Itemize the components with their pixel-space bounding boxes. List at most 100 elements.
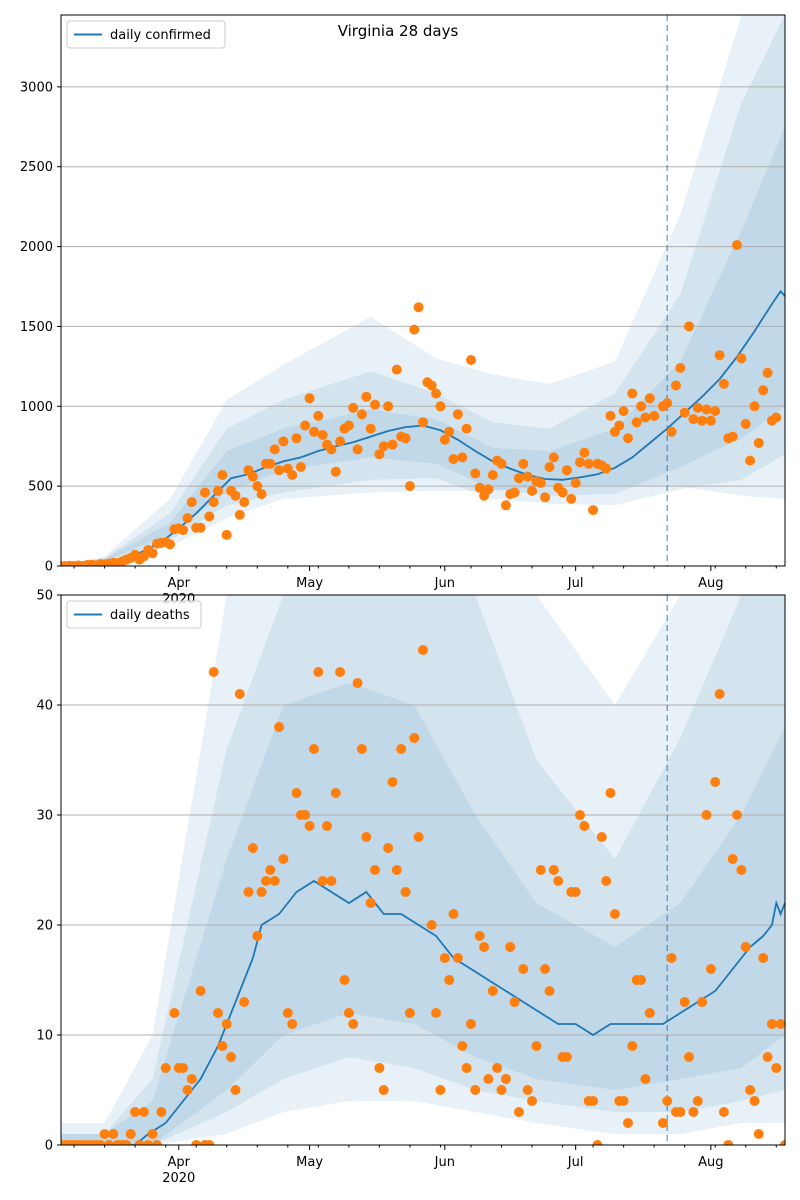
observed-point <box>104 1140 114 1145</box>
observed-point <box>483 1074 494 1084</box>
observed-point <box>657 1118 668 1128</box>
observed-point <box>749 401 760 412</box>
observed-point <box>496 1085 507 1095</box>
observed-point <box>500 1074 511 1084</box>
observed-point <box>579 821 590 831</box>
observed-point <box>138 1107 149 1117</box>
observed-point <box>374 1063 385 1073</box>
observed-point <box>457 1041 468 1051</box>
x-tick-label: Jul <box>567 576 584 591</box>
observed-point <box>753 1129 764 1139</box>
observed-point <box>204 1140 215 1145</box>
y-tick-label: 30 <box>36 809 53 824</box>
observed-point <box>705 415 716 426</box>
observed-point <box>697 415 708 426</box>
observed-point <box>466 355 476 365</box>
observed-point <box>688 414 699 425</box>
observed-point <box>644 1008 655 1018</box>
observed-point <box>470 1085 481 1095</box>
observed-point <box>487 470 498 480</box>
observed-point <box>679 997 690 1007</box>
observed-point <box>470 468 481 479</box>
observed-point <box>605 410 616 421</box>
observed-point <box>518 458 529 469</box>
observed-point <box>736 353 747 364</box>
uncertainty-band-3 <box>61 683 785 1145</box>
observed-point <box>679 407 690 418</box>
observed-point <box>156 1107 167 1117</box>
observed-point <box>758 385 769 396</box>
observed-point <box>95 1140 106 1145</box>
observed-point <box>710 777 721 787</box>
observed-point <box>348 1019 359 1029</box>
observed-point <box>431 388 442 399</box>
y-tick-label: 2000 <box>20 240 53 255</box>
observed-point <box>239 997 250 1007</box>
observed-point <box>527 1096 537 1106</box>
x-tick-label: Aug <box>698 1155 723 1170</box>
observed-point <box>662 1096 673 1106</box>
observed-point <box>627 388 638 399</box>
observed-point <box>609 909 620 919</box>
observed-point <box>195 986 206 996</box>
x-tick-label: Jun <box>434 1155 455 1170</box>
observed-point <box>745 455 756 466</box>
observed-point <box>134 1140 145 1145</box>
observed-point <box>352 444 363 455</box>
observed-point <box>727 854 738 864</box>
observed-point <box>479 942 490 952</box>
observed-point <box>570 887 581 897</box>
observed-point <box>487 986 498 996</box>
observed-point <box>356 409 367 420</box>
observed-point <box>361 391 372 402</box>
observed-point <box>522 1085 533 1095</box>
observed-point <box>261 876 271 886</box>
observed-point <box>391 364 402 375</box>
x-tick-label: Jun <box>434 576 455 591</box>
observed-point <box>400 887 411 897</box>
observed-point <box>548 452 559 463</box>
observed-point <box>780 1140 785 1145</box>
observed-point <box>204 511 215 522</box>
observed-point <box>208 667 219 677</box>
observed-point <box>540 492 551 503</box>
observed-point <box>701 810 712 820</box>
observed-point <box>714 350 725 361</box>
observed-point <box>361 832 372 842</box>
observed-point <box>570 478 581 488</box>
y-tick-label: 10 <box>36 1029 53 1044</box>
observed-point <box>287 470 298 480</box>
observed-point <box>775 1019 785 1029</box>
legend-label: daily deaths <box>110 608 190 623</box>
observed-point <box>614 420 625 431</box>
observed-point <box>771 1063 782 1073</box>
observed-point <box>583 458 594 469</box>
observed-point <box>710 406 721 417</box>
observed-point <box>452 409 463 420</box>
y-tick-label: 1000 <box>20 400 53 415</box>
observed-point <box>697 997 708 1007</box>
y-tick-label: 1500 <box>20 320 53 335</box>
observed-point <box>418 645 428 655</box>
observed-point <box>500 500 511 511</box>
observed-point <box>291 788 302 798</box>
observed-point <box>718 1107 729 1117</box>
y-tick-label: 2500 <box>20 160 53 175</box>
observed-point <box>675 1107 686 1117</box>
observed-point <box>675 363 686 373</box>
observed-point <box>152 1140 162 1145</box>
observed-point <box>557 487 568 498</box>
observed-point <box>736 865 747 875</box>
axes-frame <box>60 14 786 567</box>
observed-point <box>548 865 559 875</box>
observed-point <box>509 997 520 1007</box>
legend-box <box>66 20 226 49</box>
y-tick-label: 50 <box>36 589 53 604</box>
observed-point <box>575 457 585 468</box>
observed-point <box>762 1052 773 1062</box>
observed-point <box>544 986 555 996</box>
observed-point <box>169 1008 180 1018</box>
observed-point <box>618 406 629 417</box>
x-tick-label: May <box>296 576 323 591</box>
